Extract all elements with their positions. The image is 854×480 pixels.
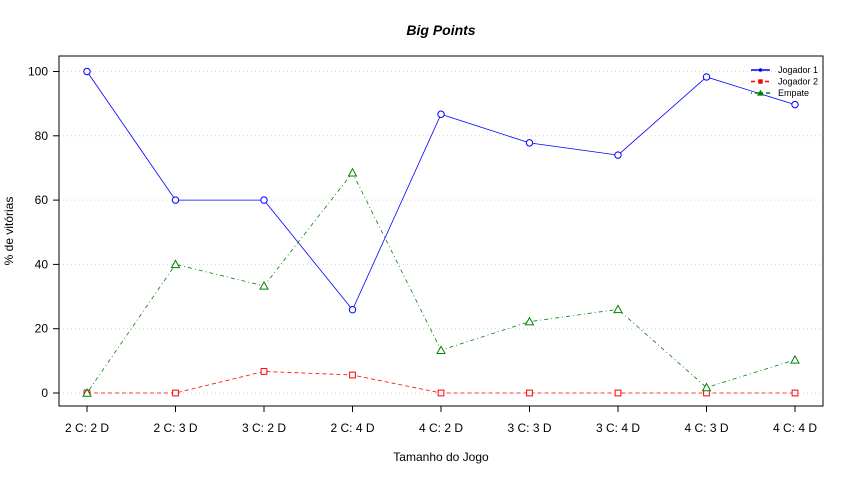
y-tick-label-40: 40	[35, 257, 49, 271]
x-tick-label: 2 C: 2 D	[65, 421, 109, 435]
legend-label-1: Jogador 2	[778, 77, 818, 87]
x-tick-label: 2 C: 3 D	[153, 421, 197, 435]
data-point	[259, 280, 269, 290]
series-1	[83, 368, 799, 397]
data-point	[524, 316, 535, 326]
y-axis-label: % de vitórias	[2, 197, 16, 266]
series-2	[82, 167, 800, 397]
legend-label-2: Empate	[778, 88, 809, 98]
data-point	[525, 139, 534, 147]
legend-marker-1	[758, 79, 763, 84]
data-point	[437, 110, 445, 118]
y-tick-label-0: 0	[41, 386, 48, 400]
data-point	[614, 389, 622, 397]
data-point	[526, 389, 533, 397]
data-point	[170, 259, 181, 269]
data-point	[348, 306, 357, 314]
y-tick-label-20: 20	[35, 322, 49, 336]
data-point	[701, 382, 712, 392]
data-point	[349, 371, 356, 379]
x-tick-label: 2 C: 4 D	[330, 421, 374, 435]
data-point	[791, 389, 799, 397]
data-point	[436, 345, 446, 354]
series-group	[82, 67, 800, 397]
x-tick-label: 3 C: 4 D	[596, 421, 640, 435]
data-point	[790, 354, 800, 364]
x-tick-label: 4 C: 2 D	[419, 421, 463, 435]
x-tick-label: 4 C: 3 D	[684, 421, 728, 435]
y-tick-label-80: 80	[35, 129, 49, 143]
x-axis: 2 C: 2 D 2 C: 3 D 3 C: 2 D 2 C: 4 D 4 C: 2 D…	[65, 406, 817, 435]
grid-lines	[59, 71, 823, 394]
data-point	[83, 67, 91, 76]
series-line-0	[86, 71, 796, 311]
x-tick-label: 3 C: 3 D	[507, 421, 551, 435]
data-point	[702, 73, 711, 81]
data-point	[172, 389, 179, 397]
data-point	[614, 151, 622, 159]
data-point	[437, 389, 445, 397]
data-point	[171, 196, 180, 204]
legend-marker-0	[758, 68, 763, 72]
series-0	[83, 67, 799, 314]
x-axis-label: Tamanho do Jogo	[393, 450, 489, 464]
chart-title: Big Points	[406, 22, 475, 38]
x-tick-label: 3 C: 2 D	[242, 421, 286, 435]
y-tick-label-100: 100	[28, 65, 48, 79]
legend-label-0: Jogador 1	[778, 65, 818, 75]
data-point	[82, 387, 92, 397]
data-point	[260, 368, 268, 375]
legend-marker-2	[757, 89, 764, 96]
data-point	[791, 100, 799, 109]
data-point	[347, 167, 358, 177]
series-line-2	[86, 172, 796, 394]
y-tick-label-60: 60	[35, 193, 49, 207]
x-tick-label: 4 C: 4 D	[773, 421, 817, 435]
data-point	[613, 304, 623, 314]
data-point	[260, 196, 268, 204]
y-axis: 0 20 40 60 80 100	[28, 65, 59, 400]
